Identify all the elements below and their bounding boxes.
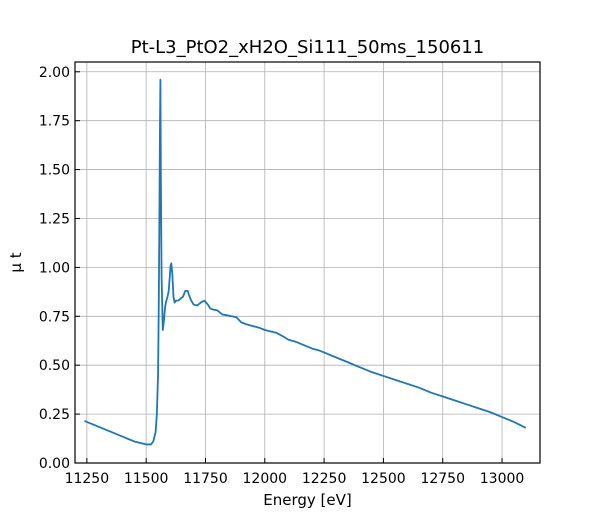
series-layer	[84, 78, 527, 446]
y-tick-label: 0.00	[39, 456, 70, 472]
axis-ticks: 11250 11500 11750 12000 12250 12500 12750 13000…	[39, 65, 524, 487]
y-tick-label: 2.00	[39, 65, 70, 81]
x-tick-label: 12000	[243, 471, 288, 487]
y-tick-label: 0.75	[39, 309, 70, 325]
x-tick-label: 11500	[124, 471, 169, 487]
y-tick-label: 0.50	[39, 358, 70, 374]
plot-frame	[74, 61, 541, 464]
y-tick-label: 1.50	[39, 163, 70, 179]
y-tick-label: 0.25	[39, 407, 70, 423]
y-tick-label: 1.25	[39, 211, 70, 227]
x-tick-label: 11250	[65, 471, 110, 487]
series-line-0	[84, 78, 527, 446]
x-axis-label: Energy [eV]	[263, 491, 351, 509]
x-tick-label: 12750	[420, 471, 465, 487]
chart-title: Pt-L3_PtO2_xH2O_Si111_50ms_150611	[131, 37, 485, 58]
grid	[75, 62, 540, 464]
x-tick-label: 13000	[480, 471, 525, 487]
x-tick-label: 12500	[361, 471, 406, 487]
y-tick-label: 1.00	[39, 260, 70, 276]
y-axis-label: μ t	[7, 252, 25, 272]
x-tick-label: 11750	[183, 471, 228, 487]
y-tick-label: 1.75	[39, 114, 70, 130]
x-tick-label: 12250	[302, 471, 347, 487]
